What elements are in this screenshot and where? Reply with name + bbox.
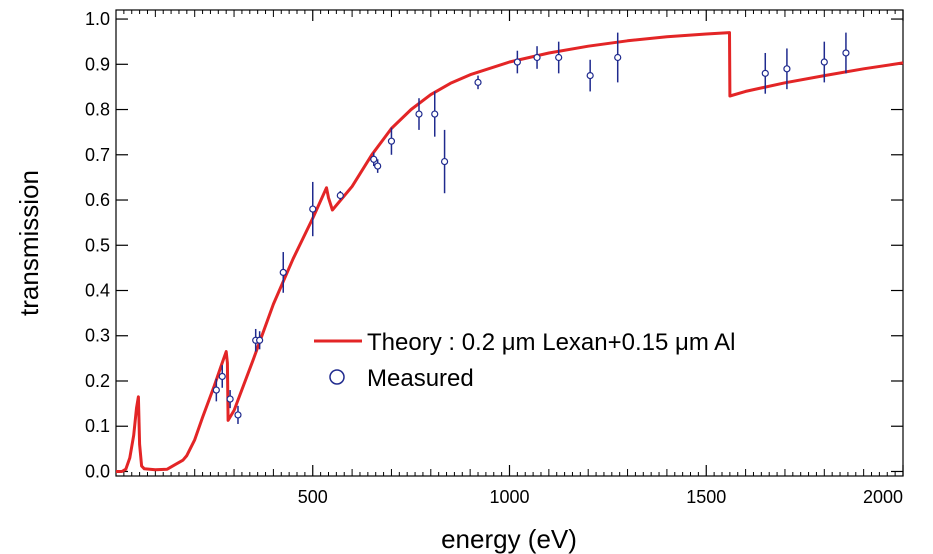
measured-point <box>555 53 563 62</box>
measured-point <box>279 268 287 277</box>
legend-measured-label: Measured <box>367 365 474 392</box>
y-tick-label: 0.2 <box>85 371 110 391</box>
measured-point <box>374 162 382 170</box>
x-tick-label: 500 <box>298 487 328 507</box>
measured-point <box>431 110 439 118</box>
measured-point <box>218 372 226 381</box>
measured-point <box>474 78 482 86</box>
y-tick-label: 0.3 <box>85 326 110 346</box>
y-tick-label: 1.0 <box>85 9 110 29</box>
measured-point <box>533 53 541 62</box>
series-layer <box>116 31 904 473</box>
measured-point <box>370 155 378 163</box>
x-tick-label: 1500 <box>686 487 726 507</box>
measured-point <box>226 395 234 403</box>
legend: Theory : 0.2 μm Lexan+0.15 μm Al Measure… <box>314 329 736 392</box>
measured-point <box>842 49 850 57</box>
x-tick-label: 2000 <box>863 487 903 507</box>
legend-theory-label: Theory : 0.2 μm Lexan+0.15 μm Al <box>367 329 736 356</box>
measured-point <box>234 411 242 419</box>
measured-point <box>820 58 828 66</box>
plot-frame <box>115 9 904 477</box>
legend-measured-marker <box>329 369 345 385</box>
minor-ticks <box>123 10 896 476</box>
y-axis-ticks: 0.0 0.1 0.2 0.3 0.4 0.5 0.6 0.7 0.8 0.9 1.0 <box>85 9 903 481</box>
measured-point <box>212 386 220 394</box>
measured-point <box>309 205 317 213</box>
measured-point <box>614 53 622 62</box>
y-tick-label: 0.9 <box>85 54 110 74</box>
y-tick-label: 0.4 <box>85 281 110 301</box>
measured-point <box>415 110 423 118</box>
measured-point <box>387 137 396 145</box>
y-tick-label: 0.8 <box>85 100 110 120</box>
measured-point <box>783 65 791 73</box>
measured-point <box>586 72 594 80</box>
x-axis-ticks: 500 1000 1500 2000 <box>298 10 904 507</box>
y-axis-title: transmission <box>14 170 44 316</box>
measured-point <box>336 191 344 200</box>
measured-point <box>513 58 521 66</box>
measured-point <box>440 157 449 166</box>
measured-point <box>256 336 264 344</box>
y-tick-label: 0.7 <box>85 145 110 165</box>
y-tick-label: 0.6 <box>85 190 110 210</box>
y-tick-label: 0.0 <box>85 461 110 481</box>
y-tick-label: 0.5 <box>85 235 110 255</box>
y-tick-label: 0.1 <box>85 416 110 436</box>
x-axis-title: energy (eV) <box>441 524 577 554</box>
x-tick-label: 1000 <box>489 487 529 507</box>
theory-line <box>116 31 904 473</box>
measured-point <box>761 69 769 77</box>
